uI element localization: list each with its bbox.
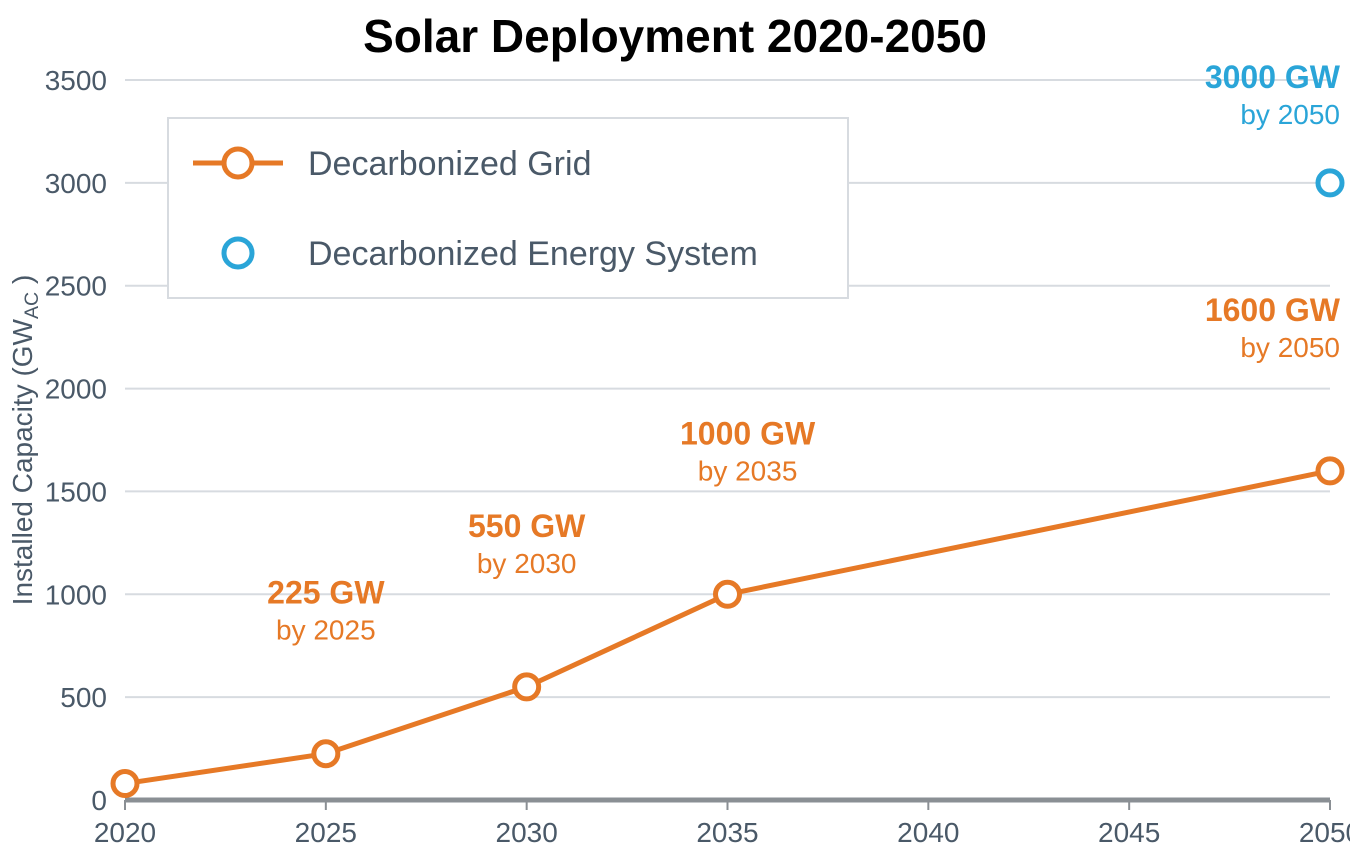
svg-text:by 2025: by 2025 — [276, 615, 376, 646]
svg-text:by 2050: by 2050 — [1240, 332, 1340, 363]
y-tick-label: 0 — [91, 785, 107, 816]
x-tick-label: 2030 — [496, 817, 558, 848]
x-tick-label: 2025 — [295, 817, 357, 848]
x-tick-label: 2040 — [897, 817, 959, 848]
data-annotation: 225 GW by 2025 — [267, 575, 385, 646]
svg-text:1600 GW: 1600 GW — [1205, 292, 1341, 328]
series-marker — [515, 675, 539, 699]
y-tick-label: 1500 — [45, 476, 107, 507]
svg-text:3000 GW: 3000 GW — [1205, 59, 1341, 95]
x-tick-label: 2020 — [94, 817, 156, 848]
svg-text:1000 GW: 1000 GW — [680, 415, 816, 451]
data-annotation: 550 GW by 2030 — [468, 508, 586, 579]
legend-marker-icon — [224, 149, 252, 177]
series-marker — [1318, 171, 1342, 195]
y-axis-label: Installed Capacity (GWAC ) — [7, 275, 43, 606]
series-marker — [113, 772, 137, 796]
x-tick-label: 2035 — [696, 817, 758, 848]
svg-text:Installed Capacity (GWAC ): Installed Capacity (GWAC ) — [7, 275, 43, 606]
legend: Decarbonized Grid Decarbonized Energy Sys… — [168, 118, 848, 298]
legend-marker-icon — [224, 239, 252, 267]
svg-text:550 GW: 550 GW — [468, 508, 586, 544]
series-marker — [716, 582, 740, 606]
svg-text:225 GW: 225 GW — [267, 575, 385, 611]
chart-container: Solar Deployment 2020-2050 0 500 1000 1500 20… — [0, 0, 1350, 861]
y-tick-label: 500 — [60, 682, 107, 713]
x-tick-label: 2050 — [1299, 817, 1350, 848]
data-annotation: 1000 GW by 2035 — [680, 415, 816, 486]
y-tick-label: 3500 — [45, 65, 107, 96]
series-marker — [1318, 459, 1342, 483]
svg-text:by 2030: by 2030 — [477, 548, 577, 579]
x-tick-label: 2045 — [1098, 817, 1160, 848]
y-tick-label: 2500 — [45, 271, 107, 302]
y-tick-label: 3000 — [45, 168, 107, 199]
series-marker — [314, 742, 338, 766]
svg-text:by 2050: by 2050 — [1240, 99, 1340, 130]
y-tick-label: 2000 — [45, 374, 107, 405]
chart-title: Solar Deployment 2020-2050 — [363, 10, 987, 62]
solar-deployment-chart: Solar Deployment 2020-2050 0 500 1000 1500 20… — [0, 0, 1350, 861]
legend-label: Decarbonized Energy System — [308, 235, 758, 273]
svg-text:by 2035: by 2035 — [698, 455, 798, 486]
y-tick-label: 1000 — [45, 579, 107, 610]
legend-label: Decarbonized Grid — [308, 145, 591, 183]
